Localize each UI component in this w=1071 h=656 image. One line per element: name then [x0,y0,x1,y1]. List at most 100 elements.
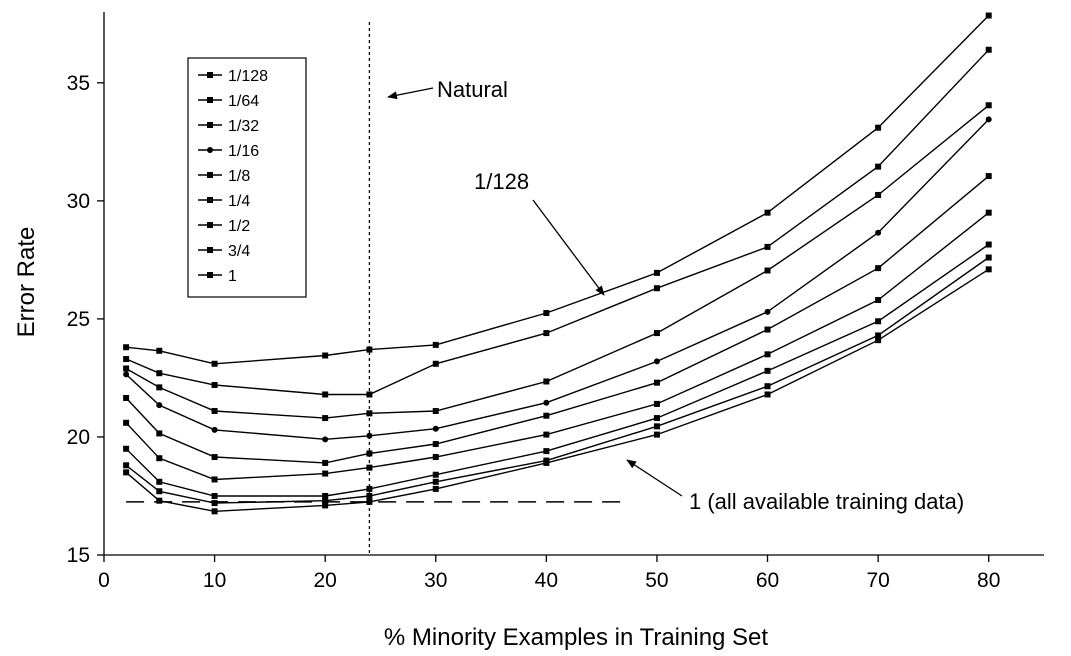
series-1-128-arrow [532,199,605,296]
legend-swatch-marker [207,272,213,278]
data-point [985,266,992,273]
legend-label: 3/4 [228,243,250,260]
data-point [322,459,329,466]
data-point [123,365,130,372]
data-point [211,382,218,389]
data-point [366,485,373,492]
data-point [432,471,439,478]
x-tick-label: 20 [313,569,336,592]
x-tick-label: 60 [756,569,779,592]
series-1-64 [123,46,992,398]
data-point [764,243,771,250]
data-point [985,209,992,216]
series-1-128-label: 1/128 [474,169,529,194]
legend-item: 1/16 [198,143,259,160]
x-tick-label: 70 [866,569,889,592]
legend-swatch-marker [207,172,213,178]
data-point [156,370,163,377]
data-point [156,347,163,354]
legend-swatch-marker [207,247,213,253]
data-point [123,462,130,469]
data-point [653,431,660,438]
series-1-128 [123,12,992,367]
legend: 1/128 1/64 1/32 1/16 1/8 1/4 1/2 3/4 1 [187,57,307,298]
data-point [156,488,163,495]
data-point [123,419,130,426]
legend-label: 1/64 [228,93,259,110]
legend-swatch-marker [207,72,213,78]
data-point [875,191,882,198]
data-point [653,423,660,430]
data-point [123,356,130,363]
data-point [985,46,992,53]
series-1-8 [123,173,992,466]
data-point [322,436,329,443]
data-point [543,399,550,406]
legend-item: 1/128 [198,68,268,85]
data-point [432,425,439,432]
data-point [123,344,130,351]
data-point [366,492,373,499]
data-point [156,384,163,391]
data-point [432,360,439,367]
data-point [432,441,439,448]
data-point [322,415,329,422]
legend-swatch-marker [207,222,213,228]
data-point [366,450,373,457]
y-tick-label: 35 [67,72,90,95]
data-point [322,470,329,477]
series-1-2 [123,241,992,499]
data-point [543,310,550,317]
data-point [875,318,882,325]
y-tick-label: 30 [67,190,90,213]
data-point [156,497,163,504]
data-point [543,459,550,466]
data-point [875,297,882,304]
series-line [125,268,990,513]
data-point [875,265,882,272]
x-tick-label: 10 [203,569,226,592]
legend-item: 1/64 [198,93,259,110]
data-point [156,455,163,462]
data-point [156,478,163,485]
baseline-label: 1 (all available training data) [689,489,964,514]
data-point [764,351,771,358]
data-point [123,395,130,402]
data-point [764,391,771,398]
y-tick-label: 15 [67,544,90,567]
data-point [875,337,882,344]
x-tick-label: 80 [977,569,1000,592]
y-tick-label: 20 [67,426,90,449]
data-point [985,116,992,123]
legend-item: 1/32 [198,118,259,135]
data-point [653,358,660,365]
data-point [875,124,882,131]
data-point [366,410,373,417]
legend-item: 1/2 [198,218,250,235]
data-point [366,432,373,439]
data-point [875,332,882,339]
legend-label: 1 [228,268,237,285]
legend-label: 1/4 [228,193,250,210]
data-point [211,454,218,461]
data-point [123,445,130,452]
data-point [764,383,771,390]
natural-arrow [387,87,434,100]
legend-label: 1/32 [228,118,259,135]
data-point [123,371,130,378]
data-point [366,391,373,398]
legend-label: 1/16 [228,143,259,160]
data-point [211,476,218,483]
data-point [764,326,771,333]
data-point [211,360,218,367]
legend-item: 1/8 [198,168,250,185]
data-point [653,415,660,422]
data-point [432,454,439,461]
data-point [123,469,130,476]
data-point [985,173,992,180]
x-axis-title: % Minority Examples in Training Set [384,624,768,651]
data-point [764,367,771,374]
legend-item: 3/4 [198,243,250,260]
data-point [875,163,882,170]
data-point [211,500,218,507]
